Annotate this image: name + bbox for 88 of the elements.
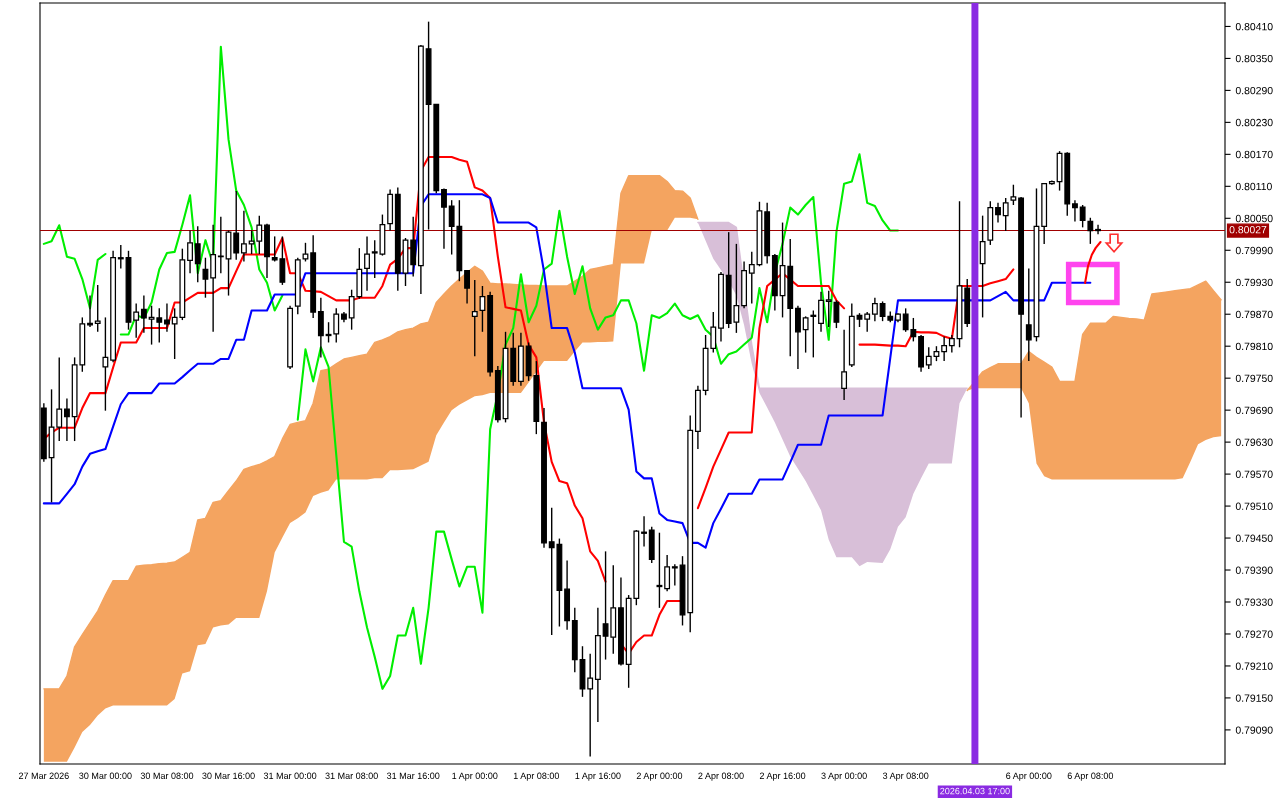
x-tick-label: 30 Mar 08:00 <box>140 772 194 779</box>
candlestick <box>664 554 671 593</box>
candlestick <box>1025 267 1032 362</box>
candlestick <box>133 302 140 339</box>
y-tick-label: 0.79330 <box>1235 598 1273 606</box>
x-tick-label: 1 Apr 00:00 <box>452 772 498 781</box>
candlestick <box>941 335 948 362</box>
candlestick <box>1087 217 1094 245</box>
x-tick-label: 3 Apr 00:00 <box>821 772 867 781</box>
candlestick <box>87 294 93 328</box>
candlestick <box>471 279 478 358</box>
y-tick-label: 0.79630 <box>1235 438 1273 446</box>
candlestick <box>864 311 871 333</box>
candlestick <box>217 216 224 274</box>
y-tick-label: 0.80230 <box>1235 118 1273 127</box>
candlestick <box>1079 204 1086 229</box>
y-tick-label: 0.80350 <box>1235 54 1273 63</box>
x-tick-label: 2026.04.03 17:00 <box>940 787 1010 795</box>
y-tick-label: 0.79090 <box>1235 726 1273 734</box>
y-tick-label: 0.79150 <box>1235 694 1273 702</box>
candlestick <box>833 299 840 329</box>
candlestick <box>1010 184 1017 206</box>
y-tick-label: 0.80110 <box>1235 182 1272 191</box>
candlestick <box>187 229 193 274</box>
y-tick-label: 0.79210 <box>1235 662 1273 670</box>
candlestick <box>233 190 240 261</box>
x-tick-label: 31 Mar 08:00 <box>325 772 378 779</box>
candlestick <box>102 316 109 412</box>
candlestick <box>1002 197 1009 232</box>
candlestick <box>117 244 124 270</box>
candlestick <box>995 202 1001 224</box>
ref-line-label: 0.80027 <box>1229 225 1267 234</box>
candlestick <box>140 294 147 334</box>
candlestick <box>810 309 817 359</box>
candlestick <box>818 291 824 333</box>
x-tick-label: 27 Mar 2026 <box>18 772 69 779</box>
x-tick-label: 6 Apr 00:00 <box>1006 772 1052 781</box>
candlestick <box>802 315 809 354</box>
y-tick-label: 0.80290 <box>1235 86 1273 95</box>
candlestick <box>587 652 594 758</box>
y-tick-label: 0.79570 <box>1235 470 1273 478</box>
candlestick <box>656 532 663 609</box>
candlestick <box>979 214 986 319</box>
x-tick-label: 1 Apr 08:00 <box>513 772 560 781</box>
y-tick-label: 0.79930 <box>1235 278 1273 287</box>
candlestick <box>94 284 101 333</box>
x-tick-label: 6 Apr 08:00 <box>1067 772 1114 781</box>
candlestick <box>464 269 470 305</box>
y-tick-label: 0.80170 <box>1235 150 1273 159</box>
candlestick <box>479 285 486 333</box>
candlestick <box>841 328 848 401</box>
candlestick <box>1095 223 1101 235</box>
y-tick-label: 0.79510 <box>1235 502 1273 510</box>
y-tick-label: 0.79690 <box>1235 406 1273 415</box>
candlestick <box>795 304 801 370</box>
y-tick-label: 0.79870 <box>1235 310 1273 319</box>
x-tick-label: 31 Mar 00:00 <box>263 772 317 779</box>
y-tick-label: 0.80410 <box>1235 22 1273 31</box>
candlestick <box>240 210 247 263</box>
y-tick-label: 0.79390 <box>1235 566 1273 574</box>
x-tick-label: 2 Apr 00:00 <box>636 772 683 781</box>
candlestick <box>317 297 324 359</box>
candlestick <box>871 297 878 322</box>
candlestick <box>194 225 201 283</box>
candlestick <box>164 302 170 333</box>
candlestick <box>202 257 209 299</box>
y-tick-label: 0.79450 <box>1235 534 1273 542</box>
y-tick-label: 0.79750 <box>1235 374 1273 383</box>
candlestick <box>210 223 217 333</box>
x-tick-label: 1 Apr 16:00 <box>575 772 621 781</box>
candlestick <box>671 563 678 587</box>
candlestick <box>1072 199 1078 223</box>
x-tick-label: 31 Mar 16:00 <box>386 772 440 779</box>
candlestick <box>748 251 755 305</box>
x-tick-label: 30 Mar 16:00 <box>202 772 255 779</box>
x-tick-label: 30 Mar 00:00 <box>79 772 132 779</box>
x-tick-label: 2 Apr 16:00 <box>759 772 806 781</box>
y-tick-label: 0.80050 <box>1235 214 1273 223</box>
candlestick <box>441 187 447 250</box>
candlestick <box>825 290 832 328</box>
candlestick <box>641 515 647 548</box>
candlestick <box>364 235 370 292</box>
x-tick-label: 3 Apr 08:00 <box>882 772 929 781</box>
candlestick <box>63 397 70 442</box>
y-tick-label: 0.79270 <box>1235 630 1273 638</box>
x-tick-label: 2 Apr 08:00 <box>698 772 744 781</box>
y-tick-label: 0.79990 <box>1235 246 1273 255</box>
y-tick-label: 0.79810 <box>1235 342 1273 351</box>
